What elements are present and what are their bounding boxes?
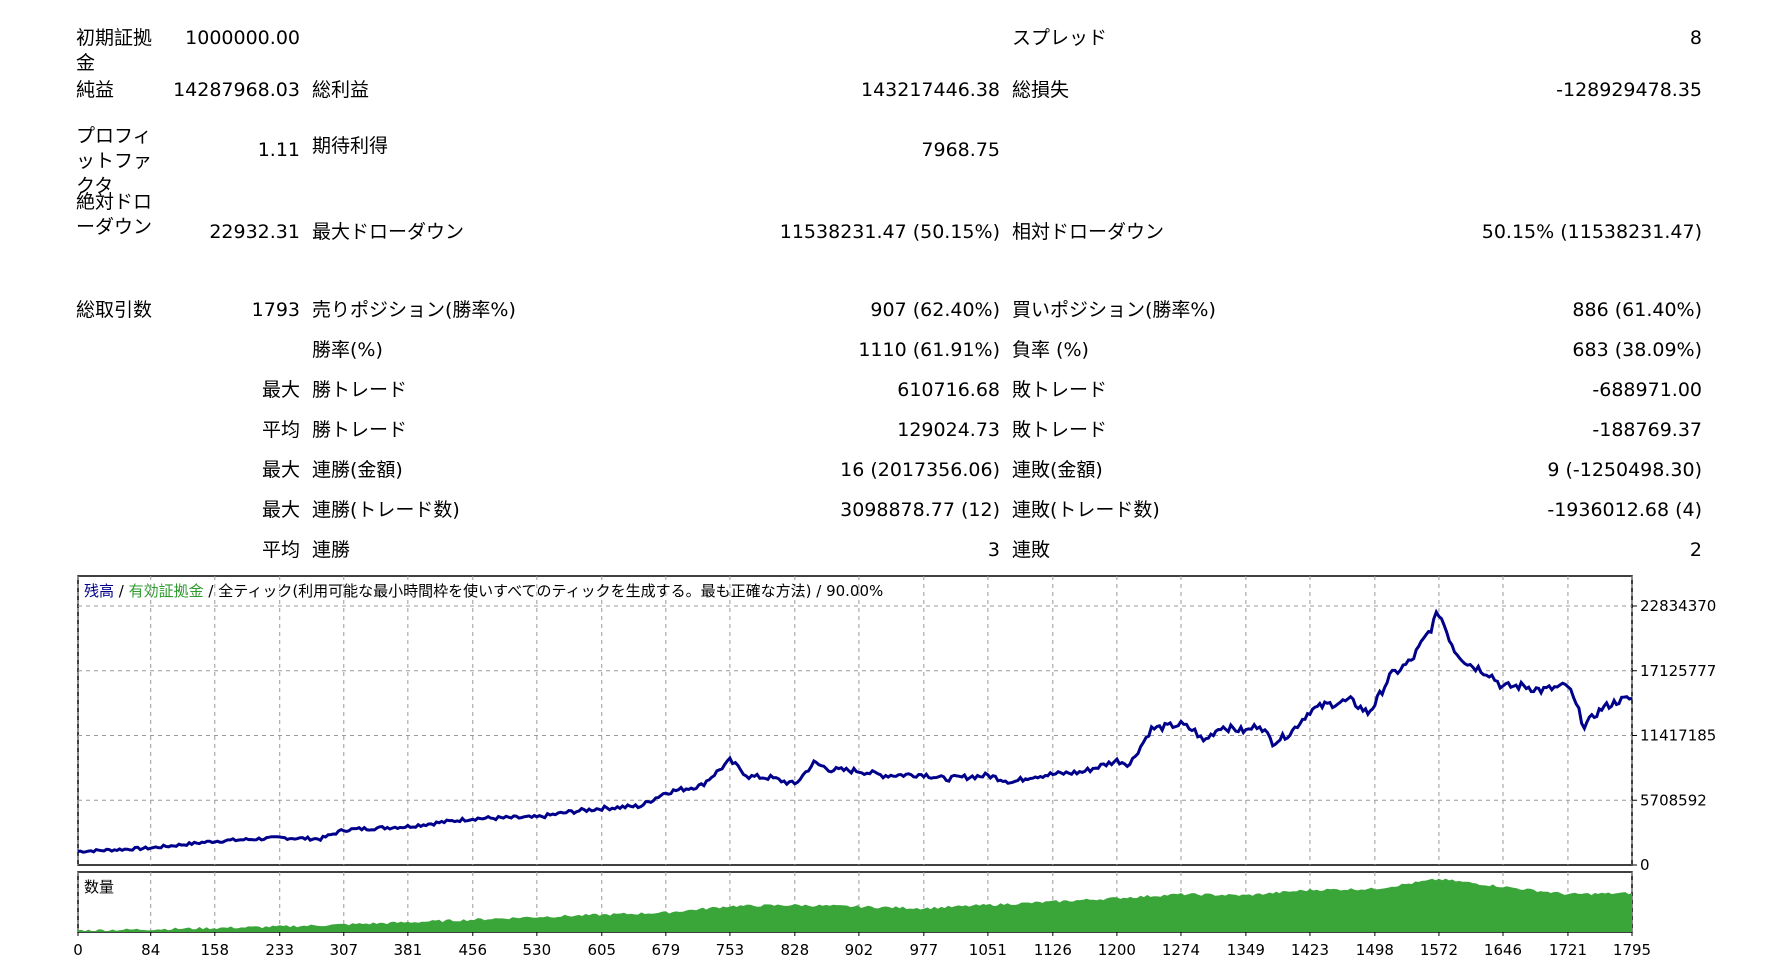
stat-value: 22932.31 xyxy=(209,221,300,243)
stat-label-2: 勝率(%) xyxy=(312,339,383,361)
x-tick-label: 1126 xyxy=(1034,941,1072,959)
stat-label-3: 敗トレード xyxy=(1012,419,1108,441)
x-tick-label: 679 xyxy=(652,941,681,959)
stat-label: 絶対ドローダウン xyxy=(76,191,153,238)
stat-label-3: 連敗(金額) xyxy=(1012,459,1103,481)
x-tick-label: 828 xyxy=(781,941,810,959)
stat-value-3: 8 xyxy=(1689,27,1702,49)
x-tick-label: 753 xyxy=(716,941,745,959)
stat-label-2: 売りポジション(勝率%) xyxy=(312,299,516,321)
stat-value: 1793 xyxy=(251,299,300,321)
stat-value-3: 50.15% (11538231.47) xyxy=(1481,221,1702,243)
x-tick-label: 1423 xyxy=(1291,941,1329,959)
y-tick-label: 5708592 xyxy=(1640,791,1707,809)
chart-legend: 残高 / 有効証拠金 / 全ティック(利用可能な最小時間枠を使いすべてのティック… xyxy=(84,582,883,600)
x-tick-label: 1349 xyxy=(1227,941,1265,959)
stat-qualifier: 平均 xyxy=(261,539,300,561)
x-tick-label: 530 xyxy=(523,941,552,959)
x-tick-label: 381 xyxy=(394,941,423,959)
stat-label-2: 最大ドローダウン xyxy=(312,221,465,243)
chart-panel xyxy=(77,575,1633,866)
x-tick-label: 1051 xyxy=(969,941,1007,959)
x-tick-label: 1498 xyxy=(1356,941,1394,959)
x-tick-label: 977 xyxy=(910,941,939,959)
stat-value-2: 3098878.77 (12) xyxy=(840,499,1000,521)
x-tick-label: 456 xyxy=(458,941,487,959)
x-tick-label: 1721 xyxy=(1549,941,1587,959)
stat-label-3: 総損失 xyxy=(1012,79,1070,101)
legend-equity: 有効証拠金 xyxy=(129,582,204,600)
stat-label-3: 連敗(トレード数) xyxy=(1012,499,1160,521)
x-tick-label: 1646 xyxy=(1484,941,1522,959)
stat-label-3: 買いポジション(勝率%) xyxy=(1012,299,1216,321)
x-tick-label: 0 xyxy=(73,941,83,959)
stat-qualifier: 最大 xyxy=(261,499,300,521)
stat-label: 総取引数 xyxy=(76,299,153,321)
legend-balance: 残高 xyxy=(84,582,114,600)
stat-value: 1.11 xyxy=(257,139,300,161)
stat-value-2: 907 (62.40%) xyxy=(870,299,1000,321)
y-tick-label: 11417185 xyxy=(1640,727,1716,745)
stat-qualifier: 最大 xyxy=(261,379,300,401)
stat-label-2: 勝トレード xyxy=(312,419,408,441)
stat-label-2: 総利益 xyxy=(312,79,370,101)
x-tick-label: 1274 xyxy=(1162,941,1200,959)
x-tick-label: 1200 xyxy=(1098,941,1136,959)
legend-separator: / xyxy=(114,582,129,600)
stat-value: 14287968.03 xyxy=(173,79,300,101)
stat-label-2: 連勝(トレード数) xyxy=(312,499,460,521)
stat-value-2: 11538231.47 (50.15%) xyxy=(779,221,1000,243)
stat-value-2: 1110 (61.91%) xyxy=(858,339,1000,361)
x-tick-label: 84 xyxy=(141,941,160,959)
volume-label: 数量 xyxy=(84,878,114,896)
stat-label-2: 期待利得 xyxy=(312,135,389,157)
stat-label-3: スプレッド xyxy=(1012,27,1108,49)
stat-value-3: -128929478.35 xyxy=(1556,79,1702,101)
x-tick-label: 158 xyxy=(200,941,229,959)
stat-label-3: 連敗 xyxy=(1012,539,1051,561)
stat-value-2: 610716.68 xyxy=(897,379,1000,401)
y-tick-label: 17125777 xyxy=(1640,662,1716,680)
stat-value-3: -188769.37 xyxy=(1592,419,1702,441)
stat-label-3: 相対ドローダウン xyxy=(1012,221,1165,243)
x-tick-label: 1572 xyxy=(1420,941,1458,959)
x-tick-label: 605 xyxy=(587,941,616,959)
stat-value-3: -688971.00 xyxy=(1592,379,1702,401)
stat-value-2: 7968.75 xyxy=(921,139,1000,161)
x-tick-label: 233 xyxy=(265,941,294,959)
stat-label-2: 連勝 xyxy=(312,539,351,561)
stat-qualifier: 平均 xyxy=(261,419,300,441)
stat-value-2: 129024.73 xyxy=(897,419,1000,441)
stat-value-3: 683 (38.09%) xyxy=(1572,339,1702,361)
y-tick-label: 0 xyxy=(1640,856,1650,874)
stat-label: 初期証拠金 xyxy=(76,27,153,74)
stat-label-2: 連勝(金額) xyxy=(312,459,403,481)
stat-value-3: 886 (61.40%) xyxy=(1572,299,1702,321)
stat-value-3: 2 xyxy=(1689,539,1702,561)
stat-value-3: 9 (-1250498.30) xyxy=(1547,459,1702,481)
x-tick-label: 1795 xyxy=(1613,941,1651,959)
stat-label-3: 敗トレード xyxy=(1012,379,1108,401)
balance-line xyxy=(77,608,1633,854)
stat-label-3: 負率 (%) xyxy=(1012,339,1089,361)
stat-value-2: 143217446.38 xyxy=(860,79,1000,101)
x-tick-label: 902 xyxy=(845,941,874,959)
legend-model-info: / 全ティック(利用可能な最小時間枠を使いすべてのティックを生成する。最も正確な… xyxy=(204,582,884,600)
stat-label: プロフィットファクタ xyxy=(76,125,153,197)
y-tick-label: 22834370 xyxy=(1640,597,1716,615)
stat-value: 1000000.00 xyxy=(185,27,300,49)
stat-value-2: 16 (2017356.06) xyxy=(840,459,1000,481)
x-tick-label: 307 xyxy=(329,941,358,959)
stat-value-3: -1936012.68 (4) xyxy=(1547,499,1702,521)
stat-label: 純益 xyxy=(76,79,115,101)
stat-label-2: 勝トレード xyxy=(312,379,408,401)
volume-area xyxy=(78,878,1632,932)
stat-value-2: 3 xyxy=(987,539,1000,561)
stat-qualifier: 最大 xyxy=(261,459,300,481)
